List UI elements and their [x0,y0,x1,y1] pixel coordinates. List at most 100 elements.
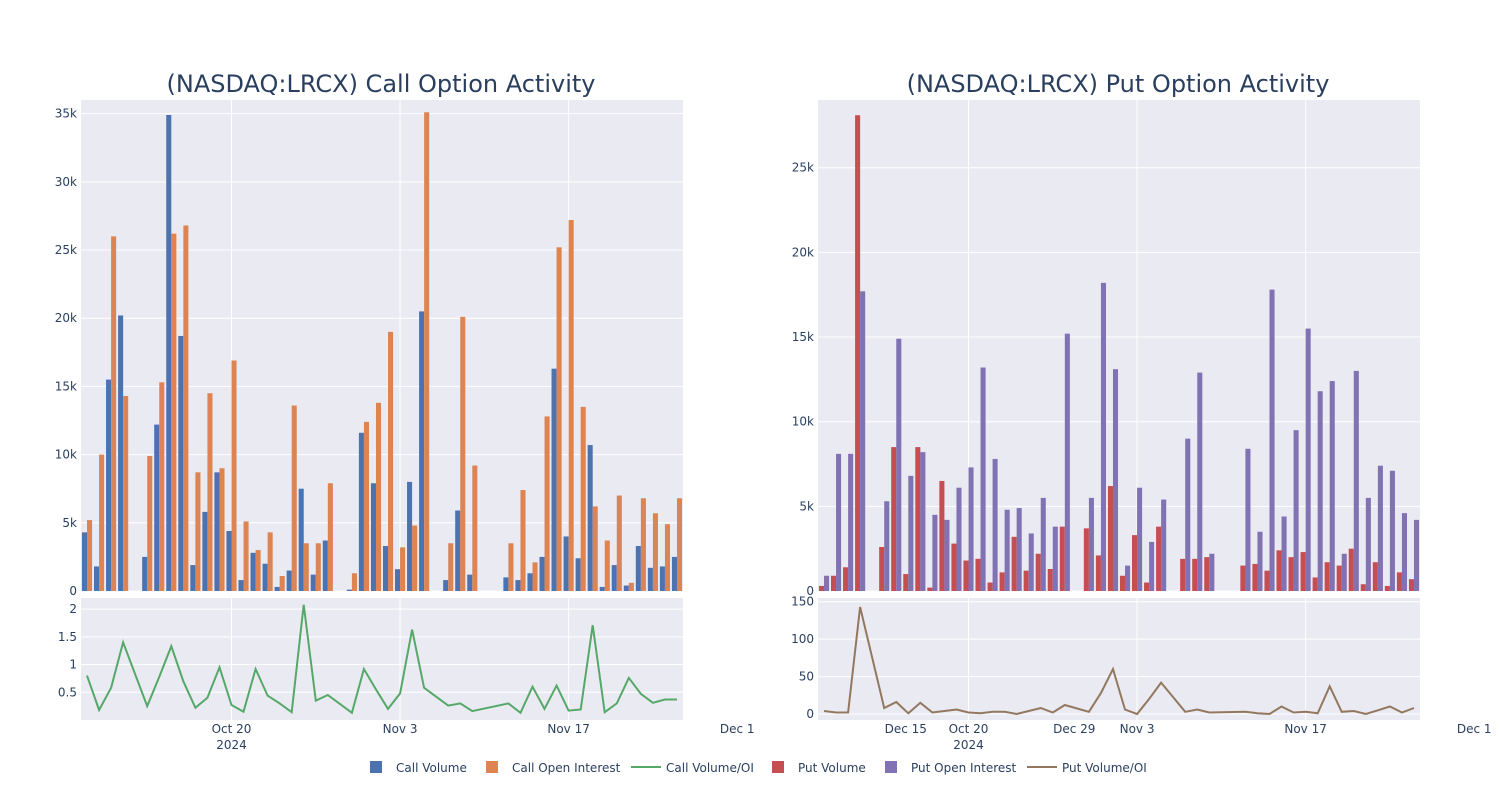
call-volume-bar[interactable] [515,580,521,591]
call-volume-bar[interactable] [154,424,160,591]
call-open-interest-bar[interactable] [99,454,105,591]
put-open-interest-bar[interactable] [1040,497,1046,591]
call-open-interest-bar[interactable] [267,532,273,591]
put-open-interest-bar[interactable] [1197,372,1203,591]
put-open-interest-bar[interactable] [896,338,902,591]
call-volume-bar[interactable] [166,115,172,591]
put-volume-bar[interactable] [1180,558,1186,591]
put-volume-bar[interactable] [1360,584,1366,591]
put-volume-bar[interactable] [1408,579,1414,591]
call-volume-bar[interactable] [310,574,316,591]
call-open-interest-bar[interactable] [592,506,598,591]
put-volume-bar[interactable] [927,587,933,591]
put-open-interest-bar[interactable] [1052,526,1058,591]
put-volume-bar[interactable] [1300,552,1306,591]
put-open-interest-bar[interactable] [908,475,914,591]
put-volume-bar[interactable] [1011,536,1017,591]
call-open-interest-bar[interactable] [303,543,309,591]
call-open-interest-bar[interactable] [676,498,683,591]
call-open-interest-bar[interactable] [255,550,261,591]
call-volume-bar[interactable] [527,573,533,591]
call-open-interest-bar[interactable] [363,421,369,591]
put-open-interest-bar[interactable] [1149,541,1155,591]
legend-item-put-open-interest[interactable]: Put Open Interest [885,761,1017,775]
put-volume-bar[interactable] [1095,555,1101,591]
put-volume-bar[interactable] [963,560,969,591]
call-volume-bar[interactable] [346,589,352,591]
put-volume-bar[interactable] [831,575,837,591]
call-volume-bar[interactable] [286,570,292,591]
put-volume-bar[interactable] [1035,553,1041,591]
put-open-interest-bar[interactable] [1016,508,1022,591]
put-volume-bar[interactable] [855,115,861,592]
call-open-interest-bar[interactable] [123,395,129,591]
put-open-interest-bar[interactable] [1413,519,1420,591]
put-volume-bar[interactable] [891,447,897,591]
call-volume-bar[interactable] [599,586,605,591]
put-volume-bar[interactable] [1023,570,1029,591]
put-open-interest-bar[interactable] [1257,531,1263,591]
put-volume-bar[interactable] [987,582,993,591]
put-open-interest-bar[interactable] [1389,470,1395,591]
put-volume-bar[interactable] [1336,565,1342,591]
call-volume-bar[interactable] [202,511,208,591]
call-open-interest-bar[interactable] [568,220,574,591]
put-open-interest-bar[interactable] [956,487,962,591]
put-volume-bar[interactable] [1288,557,1294,591]
put-volume-bar[interactable] [1240,565,1246,591]
put-open-interest-bar[interactable] [980,367,986,591]
call-open-interest-bar[interactable] [532,562,538,591]
put-volume-bar[interactable] [1396,572,1402,591]
call-open-interest-bar[interactable] [640,498,646,591]
put-open-interest-bar[interactable] [1209,553,1215,591]
call-volume-bar[interactable] [551,368,557,591]
put-volume-bar[interactable] [1384,585,1390,591]
put-volume-bar[interactable] [1252,563,1258,591]
call-open-interest-bar[interactable] [412,525,418,591]
call-volume-bar[interactable] [407,481,413,591]
call-volume-bar[interactable] [358,432,364,591]
put-open-interest-bar[interactable] [1401,513,1407,591]
call-volume-bar[interactable] [623,585,629,591]
put-volume-bar[interactable] [1144,582,1150,591]
call-open-interest-bar[interactable] [171,233,177,591]
call-open-interest-bar[interactable] [159,382,165,591]
put-volume-bar[interactable] [951,543,957,591]
call-open-interest-bar[interactable] [207,393,213,591]
call-open-interest-bar[interactable] [111,236,117,591]
put-open-interest-bar[interactable] [932,514,938,591]
put-volume-bar[interactable] [1348,548,1354,591]
call-open-interest-bar[interactable] [87,520,93,591]
call-volume-bar[interactable] [190,565,196,591]
put-open-interest-bar[interactable] [848,453,854,591]
put-volume-bar[interactable] [1107,486,1113,591]
call-volume-bar[interactable] [382,545,389,591]
call-open-interest-bar[interactable] [375,402,382,591]
put-open-interest-bar[interactable] [992,458,998,591]
put-open-interest-bar[interactable] [1088,497,1094,591]
call-open-interest-bar[interactable] [460,316,466,591]
call-volume-bar[interactable] [142,556,148,591]
call-volume-oi-line[interactable] [86,604,677,715]
call-open-interest-bar[interactable] [580,406,586,591]
call-open-interest-bar[interactable] [616,495,622,591]
put-open-interest-bar[interactable] [1329,381,1335,591]
put-open-interest-bar[interactable] [1281,516,1287,591]
put-volume-bar[interactable] [1119,575,1126,591]
call-volume-bar[interactable] [81,532,88,591]
legend-item-call-open-interest[interactable]: Call Open Interest [486,761,621,775]
call-volume-bar[interactable] [238,580,244,591]
call-volume-bar[interactable] [443,580,449,591]
call-open-interest-bar[interactable] [628,582,634,591]
put-open-interest-bar[interactable] [1100,282,1106,591]
call-volume-bar[interactable] [178,335,184,591]
call-volume-bar[interactable] [419,311,425,591]
call-volume-bar[interactable] [395,569,401,591]
put-volume-bar[interactable] [999,572,1005,591]
call-open-interest-bar[interactable] [183,225,189,591]
call-volume-bar[interactable] [539,556,545,591]
legend-item-put-volume[interactable]: Put Volume [772,761,866,775]
put-volume-bar[interactable] [1192,558,1198,591]
call-volume-bar[interactable] [671,556,677,591]
put-volume-bar[interactable] [915,447,921,591]
